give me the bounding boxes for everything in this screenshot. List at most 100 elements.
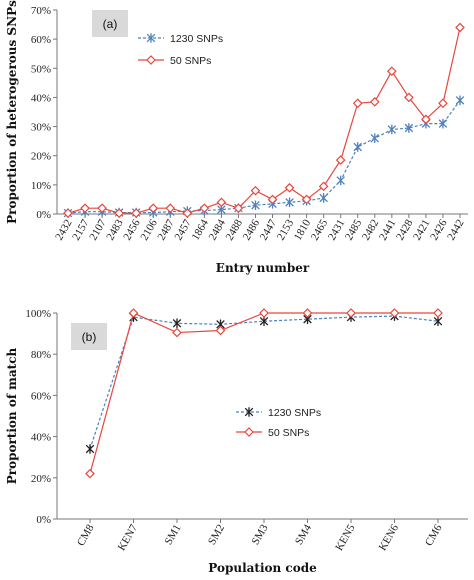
legend-entry: 1230 SNPs: [268, 407, 321, 419]
series-2: [63, 22, 465, 218]
data-point-diamond: [215, 325, 226, 336]
x-tick-label: 2426: [428, 217, 450, 242]
data-point-diamond: [131, 208, 142, 218]
y-tick-label: 50%: [31, 63, 51, 75]
data-point-asterisk: [146, 33, 156, 43]
legend-entry: 50 SNPs: [268, 427, 309, 439]
x-tick-label: 2488: [224, 217, 246, 242]
data-point-diamond: [352, 98, 363, 109]
data-point-diamond: [389, 308, 400, 318]
x-tick-label: 1810: [292, 217, 314, 242]
data-point-diamond: [199, 203, 210, 214]
y-tick-label: 100%: [25, 308, 51, 320]
x-tick-label: 2457: [173, 217, 195, 242]
x-tick-label: 2441: [377, 218, 398, 243]
data-point-diamond: [438, 98, 448, 109]
x-tick-label: 2442: [445, 218, 466, 243]
x-tick-label: 2483: [104, 217, 126, 242]
chart-panel-1: 0%10%20%30%40%50%60%70%24322157210724832…: [5, 0, 468, 275]
y-tick-label: 60%: [31, 34, 51, 46]
x-tick-label: SM3: [250, 522, 271, 547]
x-tick-label: 2106: [138, 217, 160, 242]
y-tick-label: 0%: [36, 514, 51, 526]
x-axis-title: Entry number: [216, 261, 310, 275]
x-tick-label: 2157: [70, 217, 92, 242]
x-tick-label: KEN7: [116, 522, 141, 553]
series-2: [85, 308, 443, 479]
data-point-asterisk: [336, 175, 345, 186]
x-tick-label: 1864: [190, 217, 212, 242]
data-point-diamond: [455, 22, 465, 33]
x-tick-label: 2465: [309, 217, 331, 242]
series-line: [67, 27, 461, 214]
x-tick-label: 2456: [121, 217, 143, 242]
data-point-diamond: [114, 208, 124, 218]
data-point-diamond: [335, 155, 346, 165]
data-point-diamond: [172, 327, 182, 338]
y-axis-title: Proportion of match: [5, 347, 19, 484]
x-tick-label: 2153: [275, 217, 297, 242]
y-tick-label: 60%: [31, 390, 51, 402]
x-axis-title: Population code: [208, 561, 317, 575]
data-point-asterisk: [404, 123, 414, 133]
data-point-diamond: [165, 203, 176, 214]
data-point-diamond: [80, 203, 90, 214]
x-tick-label: 2487: [155, 217, 177, 242]
data-point-diamond: [128, 308, 139, 318]
panel-label: (a): [103, 17, 118, 31]
x-tick-label: 2482: [360, 218, 381, 243]
data-point-diamond: [63, 208, 73, 218]
panel-label: (b): [82, 330, 97, 344]
data-point-diamond: [259, 308, 269, 318]
y-tick-label: 30%: [31, 122, 51, 134]
x-tick-label: SM2: [206, 523, 227, 548]
data-point-asterisk: [85, 444, 95, 454]
series-line: [89, 312, 438, 474]
data-point-diamond: [302, 308, 313, 318]
x-tick-label: 2432: [53, 218, 74, 243]
series-1: [85, 311, 443, 454]
data-point-diamond: [404, 92, 414, 103]
y-tick-label: 70%: [31, 5, 51, 17]
data-point-asterisk: [455, 95, 465, 106]
x-tick-label: KEN6: [377, 522, 402, 553]
data-point-asterisk: [319, 193, 328, 203]
data-point-diamond: [267, 194, 278, 205]
data-point-diamond: [244, 427, 254, 437]
legend: 1230 SNPs 50 SNPs: [236, 407, 321, 439]
data-point-asterisk: [433, 316, 443, 327]
data-point-asterisk: [387, 124, 397, 135]
data-point-diamond: [386, 66, 397, 77]
x-tick-label: 2431: [326, 218, 347, 243]
x-tick-label: 2485: [343, 217, 365, 242]
panel-label-box: [71, 323, 107, 350]
y-tick-label: 40%: [31, 92, 51, 104]
x-tick-label: CM8: [75, 522, 97, 548]
data-point-diamond: [97, 203, 107, 214]
data-point-diamond: [216, 197, 227, 208]
x-tick-label: 2421: [411, 218, 432, 243]
data-point-diamond: [369, 96, 380, 107]
data-point-diamond: [346, 308, 356, 318]
y-tick-label: 40%: [31, 432, 51, 444]
series-line: [89, 315, 439, 450]
data-point-diamond: [284, 182, 295, 193]
legend: 1230 SNPs 50 SNPs: [138, 33, 223, 67]
data-point-diamond: [301, 194, 312, 205]
data-point-diamond: [146, 55, 156, 65]
x-tick-label: 2107: [87, 217, 109, 242]
data-point-diamond: [148, 203, 159, 214]
data-point-asterisk: [172, 318, 182, 329]
y-tick-label: 0%: [36, 209, 51, 221]
x-tick-label: 2484: [207, 217, 229, 242]
data-point-diamond: [433, 308, 443, 318]
data-point-diamond: [85, 468, 95, 479]
x-tick-label: 2486: [241, 217, 263, 242]
legend-entry: 1230 SNPs: [170, 33, 223, 45]
data-point-asterisk: [285, 197, 294, 208]
y-tick-label: 10%: [31, 180, 51, 192]
x-tick-label: SM4: [293, 522, 314, 547]
data-point-asterisk: [251, 200, 260, 211]
series-1: [63, 95, 465, 218]
